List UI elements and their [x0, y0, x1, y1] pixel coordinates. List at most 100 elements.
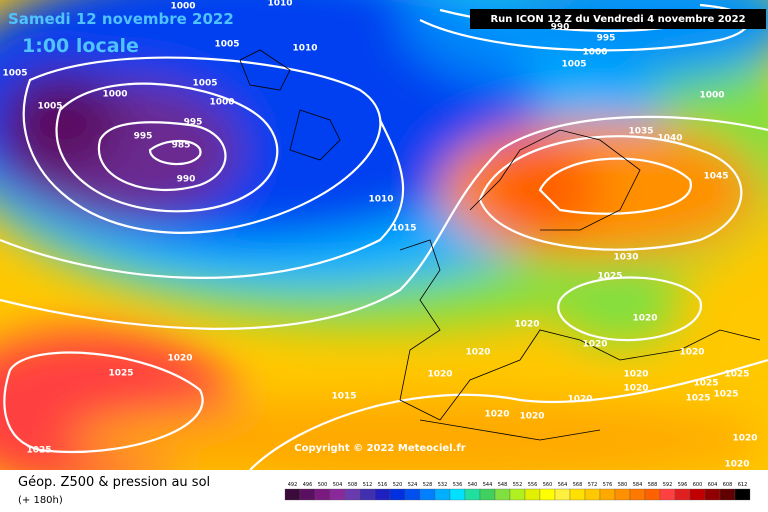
isobar-label: 1045 [703, 172, 728, 182]
run-box [470, 9, 766, 29]
legend-label: 600 [693, 482, 703, 488]
legend-label: 580 [618, 482, 628, 488]
isobar-label: 1020 [632, 314, 657, 324]
footer-lead: (+ 180h) [18, 495, 63, 506]
isobar-label: 985 [172, 141, 191, 151]
isobar-label: 1020 [567, 395, 592, 405]
isobar-label: 1020 [465, 348, 490, 358]
legend-swatch [629, 488, 646, 501]
isobar-label: 1020 [514, 320, 539, 330]
legend-swatch [659, 488, 676, 501]
legend-label: 572 [588, 482, 598, 488]
legend-label: 496 [303, 482, 313, 488]
isobar-label: 1020 [167, 354, 192, 364]
isobar-label: 1020 [724, 460, 749, 470]
legend-swatch [404, 488, 421, 501]
isobar-label: 995 [184, 118, 203, 128]
legend-label: 604 [708, 482, 718, 488]
isobar-label: 1020 [623, 384, 648, 394]
isobar-label: 1025 [713, 390, 738, 400]
legend-label: 568 [573, 482, 583, 488]
isobar-label: 1010 [368, 195, 393, 205]
isobar-label: 1020 [484, 410, 509, 420]
legend-label: 584 [633, 482, 643, 488]
isobar-label: 1000 [582, 48, 607, 58]
legend-swatch [734, 488, 751, 501]
legend-swatch [419, 488, 436, 501]
legend-label: 612 [738, 482, 748, 488]
legend-swatch [554, 488, 571, 501]
isobar-label: 995 [597, 34, 616, 44]
legend-swatch [539, 488, 556, 501]
legend-label: 528 [423, 482, 433, 488]
isobar-label: 990 [551, 23, 570, 33]
isobar-label: 1030 [613, 253, 638, 263]
legend-swatch [524, 488, 541, 501]
legend-swatch [599, 488, 616, 501]
legend-swatch [344, 488, 361, 501]
legend-swatch [614, 488, 631, 501]
legend-label: 512 [363, 482, 373, 488]
legend-label: 548 [498, 482, 508, 488]
isobar-label: 1020 [679, 348, 704, 358]
run-info: Run ICON 12 Z du Vendredi 4 novembre 202… [490, 14, 745, 25]
legend-label: 556 [528, 482, 538, 488]
legend-swatch [494, 488, 511, 501]
legend-label: 560 [543, 482, 553, 488]
isobar-label: 1010 [292, 44, 317, 54]
copyright: Copyright © 2022 Meteociel.fr [294, 443, 465, 454]
legend-swatch [389, 488, 406, 501]
forecast-time: 1:00 locale [22, 35, 139, 57]
legend-label: 540 [468, 482, 478, 488]
legend-swatch [509, 488, 526, 501]
legend-swatch [284, 488, 301, 501]
legend-label: 508 [348, 482, 358, 488]
legend-swatch [359, 488, 376, 501]
legend-label: 608 [723, 482, 733, 488]
legend-swatch [449, 488, 466, 501]
isobar-label: 1015 [391, 224, 416, 234]
legend-swatch [434, 488, 451, 501]
legend-swatch [374, 488, 391, 501]
legend-label: 516 [378, 482, 388, 488]
legend-swatch [299, 488, 316, 501]
legend-swatch [584, 488, 601, 501]
legend-swatch [314, 488, 331, 501]
forecast-date: Samedi 12 novembre 2022 [8, 10, 234, 28]
legend-label: 532 [438, 482, 448, 488]
isobar-label: 1020 [582, 340, 607, 350]
legend-swatch [689, 488, 706, 501]
legend-label: 576 [603, 482, 613, 488]
legend-label: 536 [453, 482, 463, 488]
legend-swatch [704, 488, 721, 501]
isobar-label: 995 [134, 132, 153, 142]
isobar-label: 1015 [331, 392, 356, 402]
legend-swatch [464, 488, 481, 501]
legend-swatch [644, 488, 661, 501]
isobar-label: 1025 [724, 370, 749, 380]
legend-label: 520 [393, 482, 403, 488]
isobar-label: 1005 [561, 60, 586, 70]
isobar-label: 1005 [2, 69, 27, 79]
legend-swatch [479, 488, 496, 501]
isobar-label: 1020 [519, 412, 544, 422]
coastlines [239, 49, 761, 441]
legend-label: 524 [408, 482, 418, 488]
isobar-label: 1025 [597, 272, 622, 282]
isobar-label: 1035 [628, 127, 653, 137]
isobar-label: 1005 [37, 102, 62, 112]
legend-label: 596 [678, 482, 688, 488]
legend-label: 504 [333, 482, 343, 488]
legend-label: 500 [318, 482, 328, 488]
legend-label: 592 [663, 482, 673, 488]
isobar-label: 1000 [102, 90, 127, 100]
isobar-label: 1005 [214, 40, 239, 50]
isobar-label: 1040 [657, 134, 682, 144]
isobar-label: 1000 [699, 91, 724, 101]
isobar-label: 990 [177, 175, 196, 185]
isobar-label: 1025 [26, 446, 51, 456]
isobar-label: 1020 [732, 434, 757, 444]
legend-swatch [719, 488, 736, 501]
legend-label: 552 [513, 482, 523, 488]
